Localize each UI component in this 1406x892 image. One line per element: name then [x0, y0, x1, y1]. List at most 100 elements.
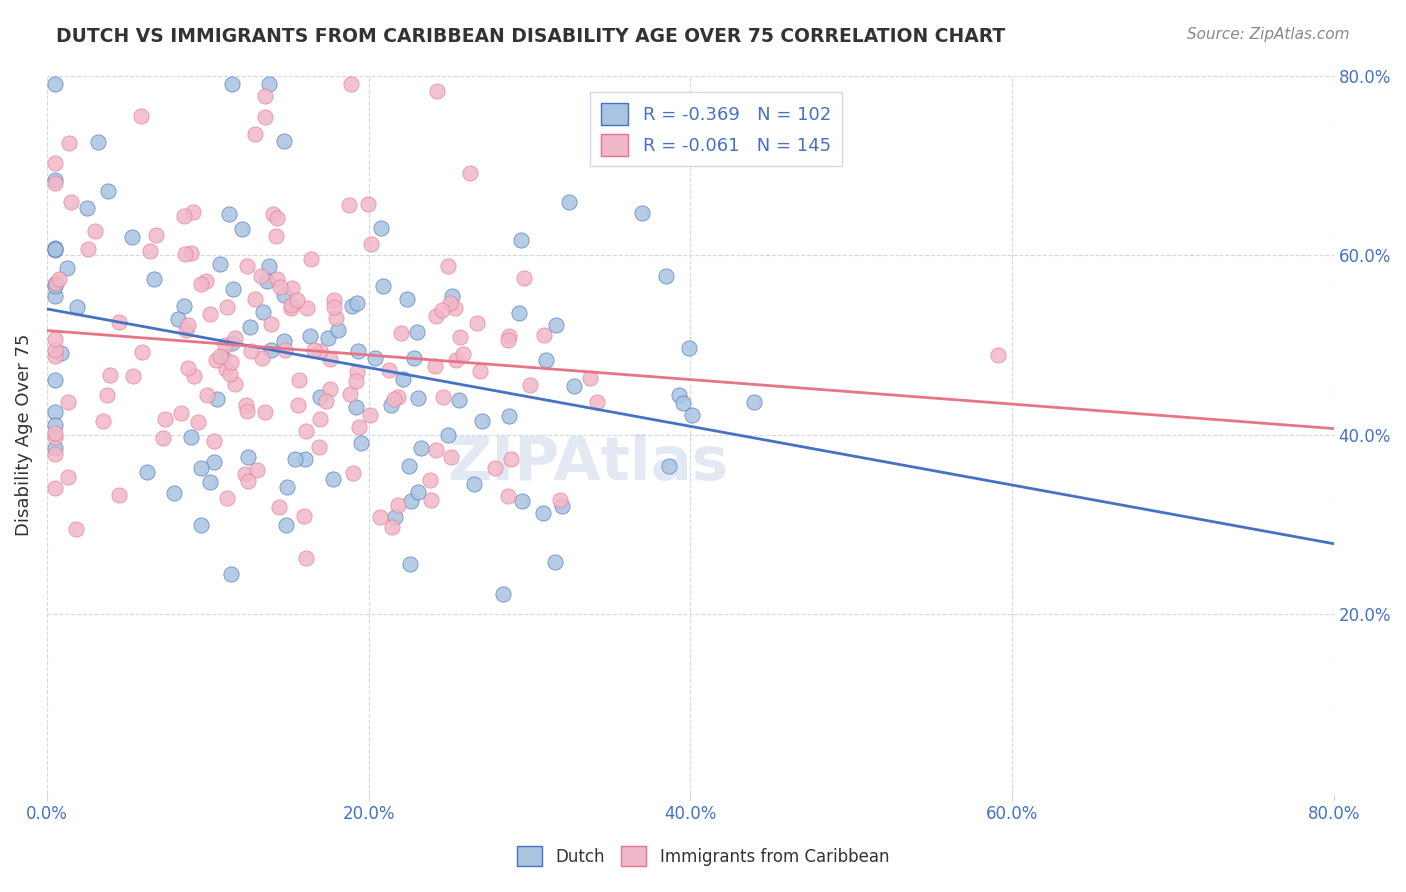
Point [190, 518, 212, 533]
Point [209, 349, 232, 363]
Point [288, 374, 311, 388]
Point [190, 461, 212, 475]
Point [44, 277, 66, 291]
Point [215, 491, 238, 505]
Point [187, 415, 209, 429]
Point [236, 450, 259, 464]
Point [190, 277, 212, 292]
Point [145, 228, 167, 243]
Point [458, 166, 481, 180]
Point [463, 476, 485, 491]
Point [44, 242, 66, 256]
Point [218, 367, 240, 381]
Point [423, 359, 446, 374]
Point [44, 156, 66, 170]
Point [510, 494, 533, 508]
Point [987, 348, 1010, 362]
Point [392, 372, 415, 386]
Point [318, 331, 340, 345]
Point [60, 195, 83, 210]
Point [218, 207, 240, 221]
Point [87, 135, 110, 149]
Point [219, 567, 242, 582]
Point [224, 331, 246, 345]
Point [44, 430, 66, 444]
Point [170, 406, 193, 420]
Point [214, 361, 236, 376]
Point [419, 473, 441, 487]
Point [387, 390, 409, 404]
Point [585, 395, 607, 409]
Point [323, 300, 346, 314]
Point [432, 390, 454, 404]
Point [44, 243, 66, 257]
Point [292, 508, 315, 523]
Point [405, 325, 427, 339]
Point [447, 392, 470, 407]
Point [239, 319, 262, 334]
Point [66, 300, 89, 314]
Point [519, 378, 541, 392]
Point [382, 392, 405, 407]
Point [77, 242, 100, 256]
Point [356, 197, 378, 211]
Point [380, 399, 402, 413]
Point [224, 377, 246, 392]
Point [359, 408, 381, 422]
Point [96, 388, 118, 402]
Point [742, 395, 765, 409]
Point [256, 274, 278, 288]
Point [543, 555, 565, 569]
Point [274, 518, 297, 533]
Point [658, 459, 681, 474]
Point [243, 293, 266, 307]
Point [294, 452, 316, 467]
Point [678, 341, 700, 355]
Point [548, 493, 571, 508]
Point [91, 414, 114, 428]
Point [243, 127, 266, 141]
Point [208, 257, 231, 271]
Point [173, 209, 195, 223]
Point [437, 427, 460, 442]
Point [58, 395, 80, 409]
Point [44, 279, 66, 293]
Point [384, 510, 406, 524]
Point [346, 296, 368, 310]
Point [302, 343, 325, 358]
Y-axis label: Disability Age Over 75: Disability Age Over 75 [15, 334, 32, 536]
Point [167, 312, 190, 326]
Point [200, 307, 222, 321]
Point [655, 268, 678, 283]
Point [44, 343, 66, 358]
Point [368, 510, 391, 524]
Point [240, 343, 263, 358]
Point [430, 302, 453, 317]
Point [202, 455, 225, 469]
Point [496, 333, 519, 347]
Point [233, 467, 256, 482]
Point [44, 417, 66, 432]
Point [349, 419, 371, 434]
Point [344, 374, 367, 388]
Point [44, 481, 66, 495]
Point [280, 298, 302, 312]
Point [510, 233, 533, 247]
Point [176, 361, 198, 376]
Point [257, 78, 280, 92]
Point [180, 245, 202, 260]
Point [198, 475, 221, 490]
Point [236, 260, 259, 274]
Point [215, 301, 238, 315]
Point [557, 194, 579, 209]
Point [389, 326, 412, 340]
Point [322, 471, 344, 485]
Point [513, 270, 536, 285]
Point [681, 408, 703, 422]
Point [564, 379, 586, 393]
Point [467, 317, 489, 331]
Point [406, 485, 429, 500]
Point [672, 396, 695, 410]
Point [269, 500, 291, 514]
Point [152, 431, 174, 445]
